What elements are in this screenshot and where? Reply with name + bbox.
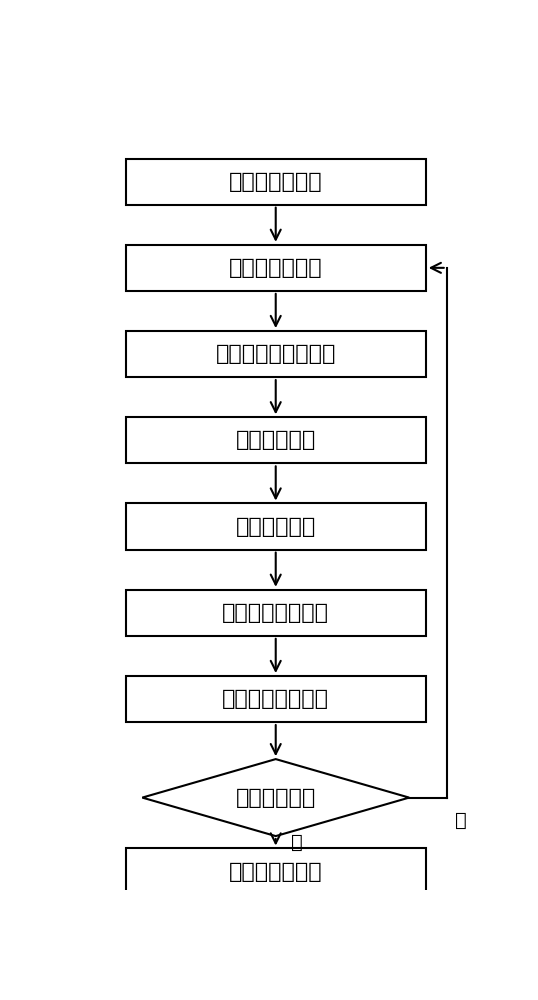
Text: 轴向冷却剂温度计算: 轴向冷却剂温度计算 [216,344,336,364]
Text: 轴向偏移收敛: 轴向偏移收敛 [236,788,316,808]
Bar [125,590,426,636]
Bar [125,417,426,463]
Text: 轴向中子扩散计算: 轴向中子扩散计算 [222,689,329,709]
Bar [125,159,426,205]
Bar [125,331,426,377]
Bar [125,503,426,550]
Bar [125,848,426,895]
Text: 是: 是 [291,833,302,852]
Text: 多物理迭代结束: 多物理迭代结束 [229,862,323,882]
Text: 平面传热计算: 平面传热计算 [236,430,316,450]
Polygon shape [142,759,409,836]
Text: 否: 否 [455,811,467,830]
Bar [125,676,426,722]
Text: 平面中子输运计算: 平面中子输运计算 [222,603,329,623]
Bar [125,245,426,291]
Text: 几何模型初始化: 几何模型初始化 [229,172,323,192]
Text: 平面力学计算: 平面力学计算 [236,517,316,537]
Text: 多物理迭代开始: 多物理迭代开始 [229,258,323,278]
